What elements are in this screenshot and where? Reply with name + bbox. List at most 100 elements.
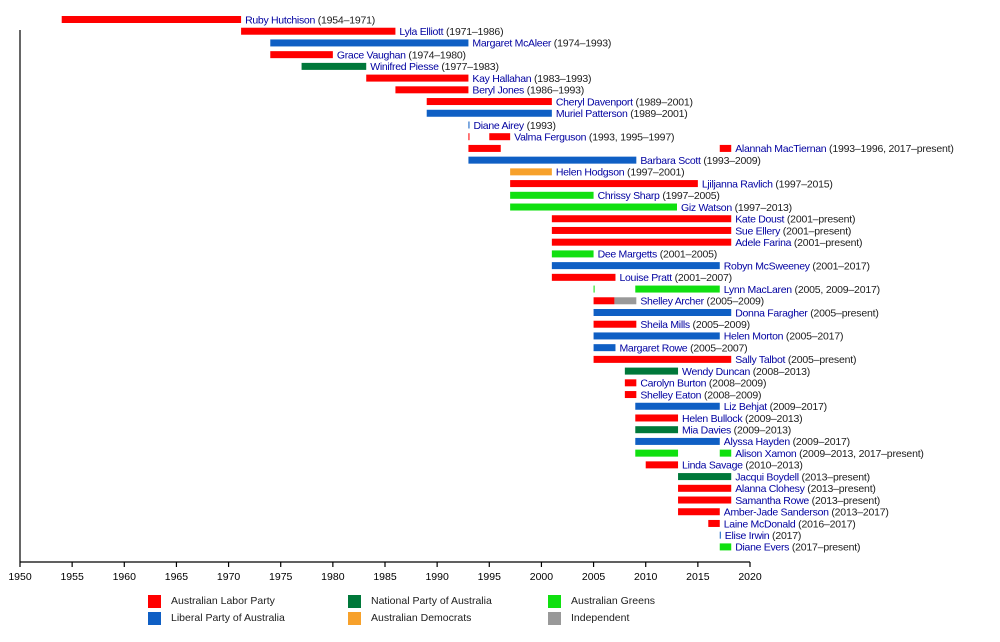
member-name-link[interactable]: Alison Xamon bbox=[735, 448, 797, 460]
member-name-link[interactable]: Shelley Eaton bbox=[640, 389, 702, 401]
term-bar bbox=[624, 367, 679, 375]
member-name-link[interactable]: Alannah MacTiernan bbox=[735, 143, 827, 155]
member-name-link[interactable]: Elise Irwin bbox=[725, 530, 770, 542]
member-years: (2009–2017) bbox=[767, 401, 827, 413]
member-name-link[interactable]: Barbara Scott bbox=[640, 155, 701, 167]
member-name-link[interactable]: Winifred Piesse bbox=[370, 61, 439, 73]
member-name-link[interactable]: Liz Behjat bbox=[724, 401, 768, 413]
member-label: Linda Savage (2010–2013) bbox=[682, 460, 803, 472]
member-years: (1971–1986) bbox=[443, 26, 503, 38]
term-bar bbox=[468, 121, 470, 129]
member-years: (2017) bbox=[769, 530, 801, 542]
member-label: Ruby Hutchison (1954–1971) bbox=[245, 14, 375, 26]
member-name-link[interactable]: Ljiljanna Ravlich bbox=[702, 178, 774, 190]
term-bar bbox=[593, 355, 732, 363]
member-name-link[interactable]: Muriel Patterson bbox=[556, 108, 628, 120]
member-label: Lynn MacLaren (2005, 2009–2017) bbox=[724, 284, 880, 296]
member-name-link[interactable]: Grace Vaughan bbox=[337, 49, 407, 61]
member-name-link[interactable]: Alyssa Hayden bbox=[724, 436, 791, 448]
legend-label: National Party of Australia bbox=[371, 595, 492, 607]
member-name-link[interactable]: Cheryl Davenport bbox=[556, 96, 634, 108]
x-tick-label: 1950 bbox=[8, 571, 32, 583]
timeline-chart: Ruby Hutchison (1954–1971) Lyla Elliott (… bbox=[8, 14, 954, 583]
member-name-link[interactable]: Adele Farina bbox=[735, 237, 792, 249]
member-name-link[interactable]: Donna Faragher bbox=[735, 307, 808, 319]
member-label: Ljiljanna Ravlich (1997–2015) bbox=[702, 178, 833, 190]
member-name-link[interactable]: Helen Hodgson bbox=[556, 167, 625, 179]
member-name-link[interactable]: Jacqui Boydell bbox=[735, 471, 799, 483]
member-name-link[interactable]: Diane Evers bbox=[735, 542, 789, 554]
member-years: (1989–2001) bbox=[628, 108, 688, 120]
member-years: (2001–2005) bbox=[657, 249, 717, 261]
member-name-link[interactable]: Beryl Jones bbox=[472, 85, 524, 97]
x-tick-label: 1995 bbox=[478, 571, 502, 583]
member-name-link[interactable]: Louise Pratt bbox=[619, 272, 672, 284]
member-name-link[interactable]: Sally Talbot bbox=[735, 354, 786, 366]
member-name-link[interactable]: Dee Margetts bbox=[598, 249, 658, 261]
member-name-link[interactable]: Sue Ellery bbox=[735, 225, 781, 237]
x-tick-label: 2000 bbox=[530, 571, 554, 583]
member-name-link[interactable]: Chrissy Sharp bbox=[598, 190, 661, 202]
member-label: Kate Doust (2001–present) bbox=[735, 214, 855, 226]
member-name-link[interactable]: Ruby Hutchison bbox=[245, 14, 316, 26]
member-years: (1989–2001) bbox=[633, 96, 693, 108]
term-bar bbox=[366, 74, 469, 82]
legend: Australian Labor Party Liberal Party of … bbox=[0, 594, 1000, 634]
member-name-link[interactable]: Wendy Duncan bbox=[682, 366, 751, 378]
member-years: (2005–2009) bbox=[704, 296, 764, 308]
member-name-link[interactable]: Kate Doust bbox=[735, 214, 785, 226]
member-name-link[interactable]: Amber-Jade Sanderson bbox=[724, 507, 830, 519]
member-label: Wendy Duncan (2008–2013) bbox=[682, 366, 810, 378]
member-name-link[interactable]: Samantha Rowe bbox=[735, 495, 809, 507]
legend-item-alp: Australian Labor Party bbox=[148, 594, 275, 608]
member-name-link[interactable]: Margaret Rowe bbox=[619, 342, 688, 354]
term-bar bbox=[593, 332, 720, 340]
term-bar bbox=[635, 285, 720, 293]
term-bar bbox=[551, 250, 594, 258]
member-name-link[interactable]: Valma Ferguson bbox=[514, 132, 587, 144]
member-name-link[interactable]: Helen Bullock bbox=[682, 413, 744, 425]
member-years: (1997–2001) bbox=[624, 167, 684, 179]
member-label: Sally Talbot (2005–present) bbox=[735, 354, 856, 366]
term-bar bbox=[678, 496, 732, 504]
member-name-link[interactable]: Shelley Archer bbox=[640, 296, 705, 308]
member-name-link[interactable]: Linda Savage bbox=[682, 460, 743, 472]
term-bar bbox=[510, 203, 677, 211]
term-bar bbox=[624, 391, 637, 399]
term-bar bbox=[510, 180, 698, 188]
x-tick-label: 2005 bbox=[582, 571, 606, 583]
member-label: Shelley Archer (2005–2009) bbox=[640, 296, 764, 308]
member-name-link[interactable]: Carolyn Burton bbox=[640, 378, 707, 390]
member-name-link[interactable]: Helen Morton bbox=[724, 331, 784, 343]
member-name-link[interactable]: Giz Watson bbox=[681, 202, 733, 214]
x-tick-label: 1960 bbox=[113, 571, 137, 583]
member-name-link[interactable]: Mia Davies bbox=[682, 425, 731, 437]
term-bar bbox=[593, 320, 637, 328]
term-bar bbox=[489, 133, 511, 141]
member-label: Muriel Patterson (1989–2001) bbox=[556, 108, 688, 120]
member-name-link[interactable]: Diane Airey bbox=[473, 120, 525, 132]
x-tick-label: 1970 bbox=[217, 571, 241, 583]
member-years: (2005–2009) bbox=[690, 319, 750, 331]
member-name-link[interactable]: Robyn McSweeney bbox=[724, 260, 811, 272]
member-name-link[interactable]: Lyla Elliott bbox=[399, 26, 444, 38]
member-years: (2008–2009) bbox=[701, 389, 761, 401]
member-name-link[interactable]: Laine McDonald bbox=[724, 518, 796, 530]
term-bar bbox=[635, 426, 679, 434]
legend-swatch-grn bbox=[548, 594, 561, 608]
member-name-link[interactable]: Kay Hallahan bbox=[472, 73, 532, 85]
x-tick-label: 1965 bbox=[165, 571, 189, 583]
member-years: (2008–2009) bbox=[706, 378, 766, 390]
member-name-link[interactable]: Margaret McAleer bbox=[472, 38, 552, 50]
member-name-link[interactable]: Alanna Clohesy bbox=[735, 483, 806, 495]
term-bar bbox=[551, 262, 720, 270]
term-bar bbox=[270, 39, 469, 47]
term-bar bbox=[719, 543, 732, 551]
member-years: (1983–1993) bbox=[531, 73, 591, 85]
member-label: Beryl Jones (1986–1993) bbox=[472, 85, 584, 97]
member-label: Robyn McSweeney (2001–2017) bbox=[724, 260, 870, 272]
member-years: (2005–2007) bbox=[687, 342, 747, 354]
member-name-link[interactable]: Lynn MacLaren bbox=[724, 284, 793, 296]
term-bar bbox=[624, 379, 637, 387]
member-name-link[interactable]: Sheila Mills bbox=[640, 319, 690, 331]
